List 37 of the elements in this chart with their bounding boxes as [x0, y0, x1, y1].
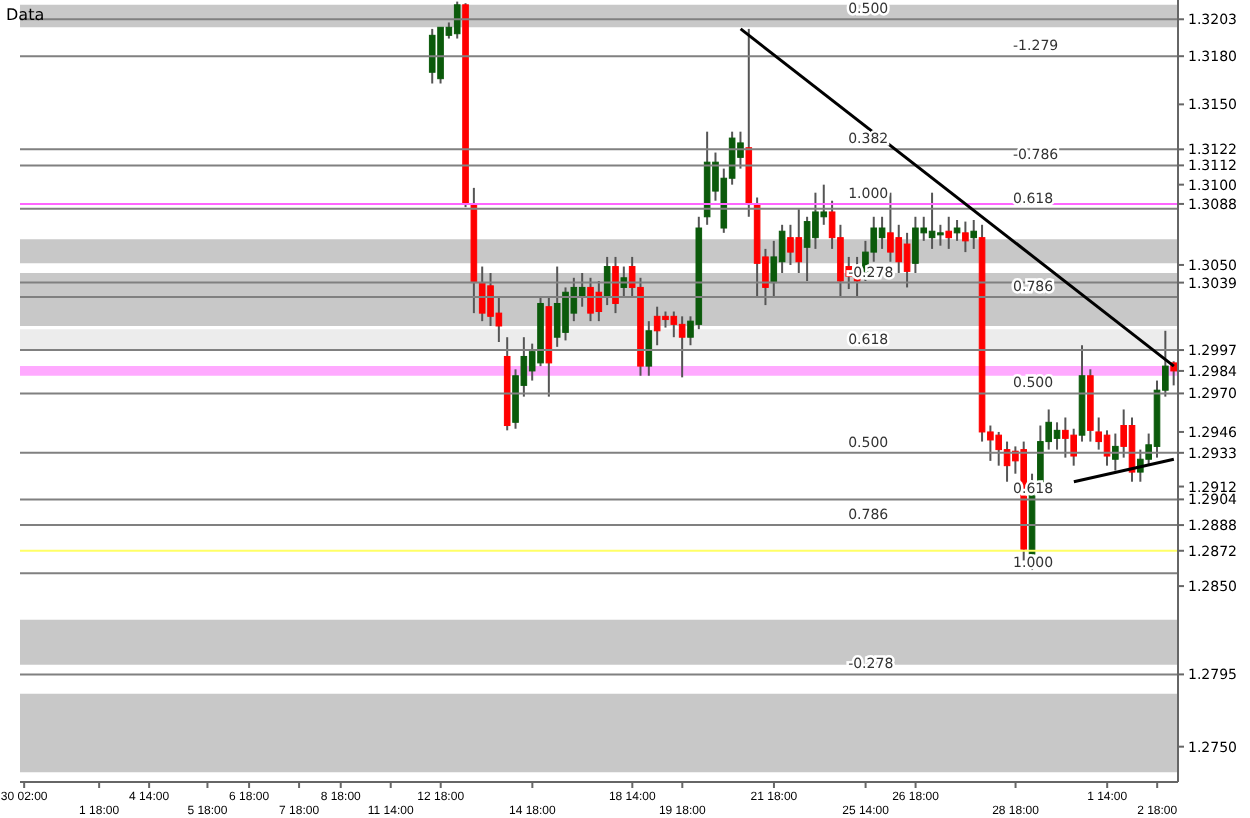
candlestick [1053, 421, 1061, 451]
candlestick [962, 220, 969, 254]
candlestick [787, 223, 794, 266]
candlestick [895, 223, 903, 274]
candlestick [562, 286, 569, 342]
candlestick [478, 265, 486, 323]
candlestick [670, 310, 678, 339]
candlestick [587, 276, 594, 323]
candlestick [945, 215, 953, 250]
candlestick [887, 191, 894, 263]
candlestick [1112, 432, 1119, 472]
candlestick [970, 218, 978, 250]
candlestick [645, 320, 653, 377]
candlestick [1095, 416, 1102, 451]
candlestick [678, 315, 686, 379]
candlestick [937, 223, 944, 247]
candlestick [795, 207, 803, 274]
candlestick [603, 255, 611, 307]
candlestick [428, 27, 436, 85]
candlestick [995, 430, 1003, 467]
candlestick [812, 191, 819, 250]
candlestick [928, 191, 936, 250]
candlestick [1062, 416, 1069, 459]
candlestick [578, 271, 586, 308]
candlestick [770, 239, 778, 299]
annotation: Data [6, 6, 45, 24]
candlestick [1070, 427, 1077, 467]
candlestick [778, 223, 786, 274]
candlestick [612, 255, 619, 315]
candlestick [487, 271, 494, 327]
candlestick [453, 0, 461, 40]
candlestick [553, 265, 561, 348]
candlestick [595, 280, 603, 323]
candlestick [1003, 440, 1011, 483]
candlestick [653, 305, 661, 347]
candlestick [912, 215, 919, 274]
candlestick [620, 265, 628, 299]
